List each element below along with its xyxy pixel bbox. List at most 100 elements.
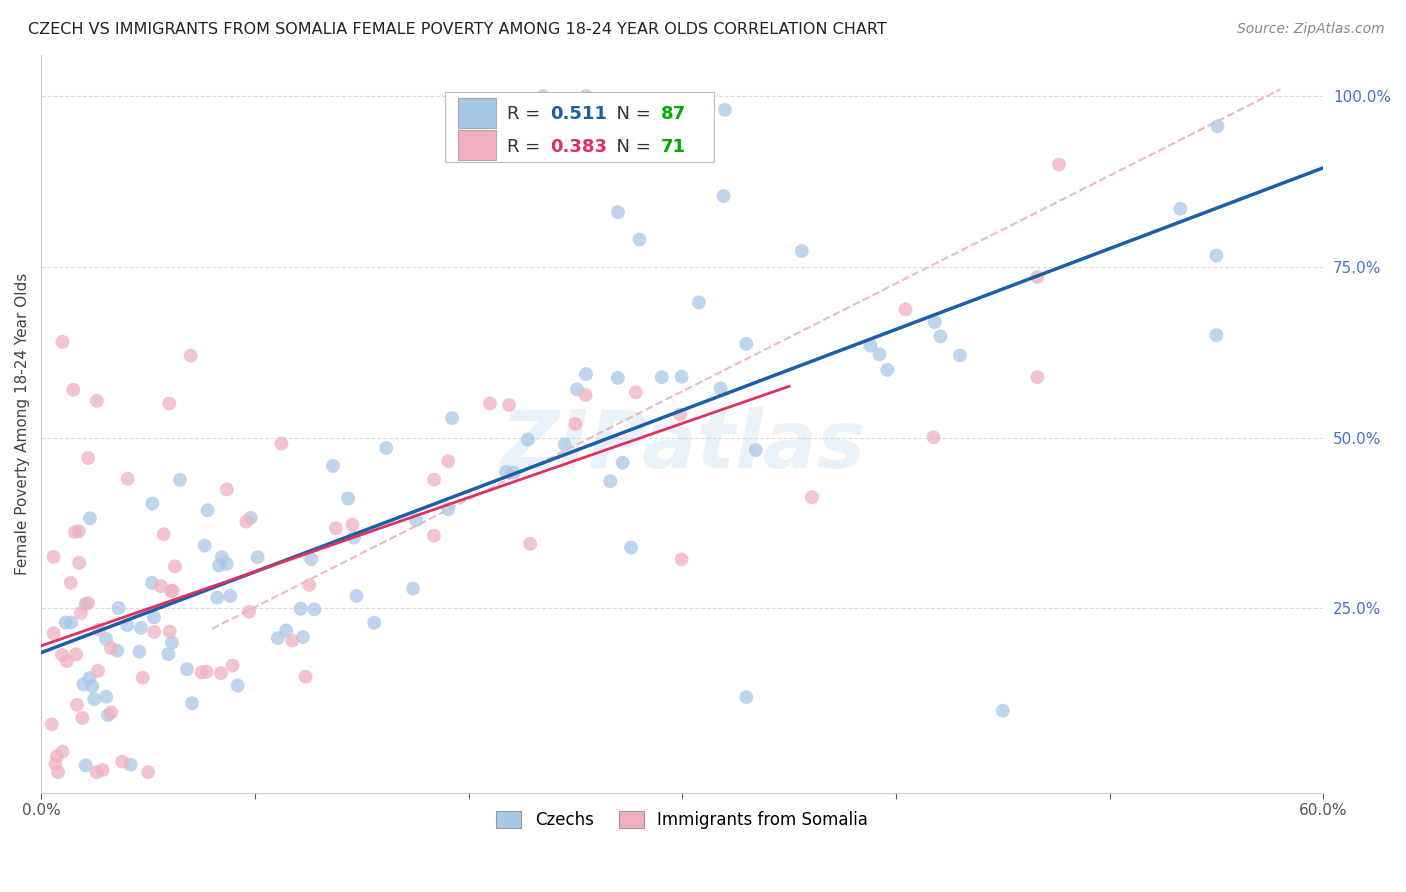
- Point: [876, 363, 898, 377]
- Point: [60, 615, 83, 630]
- Point: [62, 383, 84, 397]
- Point: [59, 575, 82, 590]
- Point: [55, 615, 77, 630]
- Point: [299, 552, 322, 566]
- Point: [79, 511, 101, 525]
- Point: [624, 385, 647, 400]
- Point: [745, 443, 768, 458]
- Point: [157, 396, 180, 410]
- Point: [211, 549, 233, 564]
- Point: [498, 398, 520, 412]
- Point: [294, 670, 316, 684]
- Point: [69, 606, 91, 620]
- Point: [79, 671, 101, 685]
- FancyBboxPatch shape: [458, 98, 496, 128]
- Point: [565, 382, 588, 396]
- Point: [83, 692, 105, 706]
- Point: [304, 602, 326, 616]
- Point: [44, 757, 66, 772]
- Point: [96, 690, 118, 704]
- Point: [606, 371, 628, 385]
- Point: [270, 436, 292, 450]
- Point: [143, 610, 166, 624]
- Point: [65, 648, 87, 662]
- Point: [107, 601, 129, 615]
- Point: [205, 591, 228, 605]
- Point: [710, 381, 733, 395]
- Point: [239, 511, 262, 525]
- Point: [599, 475, 621, 489]
- Point: [868, 347, 890, 361]
- Point: [159, 624, 181, 639]
- Point: [215, 557, 238, 571]
- Point: [322, 458, 344, 473]
- Point: [94, 632, 117, 646]
- Point: [117, 472, 139, 486]
- Point: [152, 527, 174, 541]
- Point: [575, 388, 598, 402]
- Point: [82, 679, 104, 693]
- Point: [238, 605, 260, 619]
- Text: N =: N =: [605, 105, 657, 123]
- Text: R =: R =: [506, 137, 546, 156]
- Point: [1206, 120, 1229, 134]
- Point: [115, 618, 138, 632]
- Point: [246, 550, 269, 565]
- Point: [100, 706, 122, 720]
- Point: [290, 601, 312, 615]
- Point: [132, 671, 155, 685]
- Point: [219, 589, 242, 603]
- Point: [75, 597, 97, 611]
- Point: [713, 189, 735, 203]
- Point: [169, 473, 191, 487]
- Point: [669, 408, 692, 422]
- Point: [45, 749, 67, 764]
- Point: [87, 664, 110, 678]
- Point: [190, 665, 212, 680]
- Point: [56, 654, 79, 668]
- Point: [143, 624, 166, 639]
- Point: [208, 558, 231, 573]
- Point: [86, 765, 108, 780]
- Point: [46, 765, 69, 780]
- Point: [128, 645, 150, 659]
- Point: [735, 690, 758, 704]
- Point: [1026, 270, 1049, 285]
- Point: [111, 755, 134, 769]
- Point: [735, 336, 758, 351]
- Point: [991, 704, 1014, 718]
- Point: [157, 647, 180, 661]
- Point: [87, 623, 110, 637]
- Point: [72, 711, 94, 725]
- Point: [1026, 370, 1049, 384]
- Point: [129, 621, 152, 635]
- Y-axis label: Female Poverty Among 18-24 Year Olds: Female Poverty Among 18-24 Year Olds: [15, 273, 30, 575]
- Point: [478, 396, 501, 410]
- Point: [215, 483, 238, 497]
- Point: [714, 103, 737, 117]
- Point: [790, 244, 813, 258]
- Point: [671, 552, 693, 566]
- Point: [363, 615, 385, 630]
- Point: [194, 539, 217, 553]
- Point: [437, 454, 460, 468]
- Point: [41, 717, 63, 731]
- Point: [51, 334, 73, 349]
- Point: [1205, 328, 1227, 343]
- Text: 0.383: 0.383: [550, 137, 607, 156]
- Point: [929, 329, 952, 343]
- Point: [531, 89, 554, 103]
- Point: [651, 370, 673, 384]
- Point: [607, 205, 630, 219]
- Text: 87: 87: [661, 105, 686, 123]
- Point: [859, 338, 882, 352]
- Point: [342, 517, 364, 532]
- Point: [226, 679, 249, 693]
- Point: [100, 641, 122, 656]
- Point: [75, 758, 97, 772]
- Point: [423, 473, 446, 487]
- Legend: Czechs, Immigrants from Somalia: Czechs, Immigrants from Somalia: [489, 805, 875, 836]
- Point: [671, 369, 693, 384]
- Point: [176, 662, 198, 676]
- Point: [221, 658, 243, 673]
